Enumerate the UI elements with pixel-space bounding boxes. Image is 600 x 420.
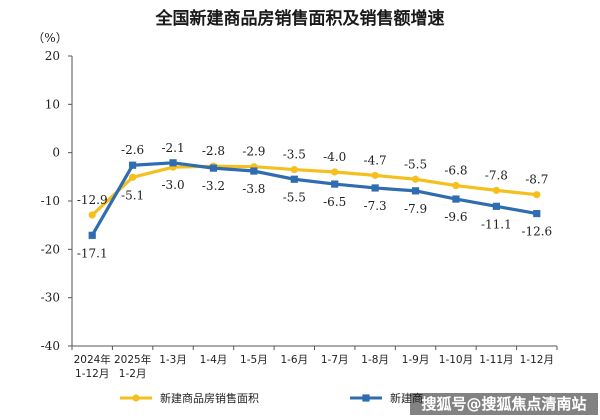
series-2-data-label: -3.8 (242, 182, 265, 196)
x-tick-label-line: 1-12月 (520, 354, 554, 366)
x-tick-label: 1-9月 (402, 354, 430, 366)
x-tick-label-line: 1-2月 (119, 368, 147, 380)
series-2-point (250, 167, 258, 175)
watermark-background (410, 393, 598, 415)
watermark-text: 搜狐号@搜狐焦点清南站 (421, 395, 586, 413)
x-tick-label-line: 1-5月 (240, 354, 268, 366)
series-1-data-label: -4.0 (323, 150, 346, 164)
x-tick-label: 1-7月 (321, 354, 349, 366)
x-tick-label-line: 1-10月 (439, 354, 473, 366)
axes: 20 10 0 -10 -20 -30 -40 2024年 1-12月 2025年 1-2月 1-3月… (41, 49, 558, 380)
x-tick-label-line: 1-3月 (159, 354, 187, 366)
x-tick-label-line: 1-6月 (280, 354, 308, 366)
x-tick-label: 1-5月 (240, 354, 268, 366)
series-1-data-label: -3.5 (283, 148, 306, 162)
series-2-data-label: -2.1 (161, 141, 184, 155)
y-axis-unit: （%） (32, 31, 67, 45)
series-1-point (88, 211, 96, 219)
series-2-point (371, 184, 379, 192)
x-tick-label: 2025年 1-2月 (114, 353, 151, 380)
x-tick-label-line: 1-9月 (402, 354, 430, 366)
series-1-point (533, 191, 541, 199)
y-tick-label: -20 (41, 242, 60, 256)
legend-swatch-marker (132, 394, 140, 402)
series-2-data-label: -7.9 (404, 202, 427, 216)
series-2-point (290, 175, 298, 183)
series-2-data-label: -11.1 (481, 217, 512, 231)
x-tick-label: 1-4月 (200, 354, 228, 366)
series-2-data-label: -17.1 (77, 246, 108, 260)
series-2-data-label: -9.6 (444, 210, 467, 224)
x-tick-label-line: 1-12月 (75, 368, 109, 380)
series-2-point (452, 195, 460, 203)
series-2-point (209, 164, 218, 172)
chart-title: 全国新建商品房销售面积及销售额增速 (155, 8, 445, 29)
series-1-point (290, 165, 298, 174)
series-2-point (88, 231, 96, 239)
x-tick-label-line: 1-8月 (361, 354, 389, 366)
series-2-point (169, 159, 177, 167)
y-tick-label: 20 (45, 49, 60, 63)
series-1-data-label: -5.5 (404, 157, 427, 171)
data-labels: -12.9 -17.1 -5.1 -2.6 -3.0 -2.1 -2.8 -3.2 -2.9 -3… (77, 141, 552, 261)
x-tick-label-line: 1-4月 (200, 354, 228, 366)
x-tick-label: 1-10月 (439, 354, 473, 366)
series-2-point (411, 187, 420, 195)
series-1-data-label: -6.8 (444, 164, 467, 178)
series-1-data-label: -4.7 (364, 153, 387, 167)
series-1-data-label: -8.7 (525, 173, 548, 187)
y-tick-label: -30 (41, 291, 60, 305)
series-1-point (492, 186, 500, 194)
legend-swatch-marker (362, 394, 370, 402)
x-tick-label-line: 2024年 (74, 353, 111, 366)
y-tick-label: 0 (52, 146, 60, 160)
watermark: 搜狐号@搜狐焦点清南站 (410, 393, 598, 415)
series-1-data-label: -12.9 (77, 193, 108, 207)
series-2-data-label: -12.6 (521, 225, 552, 239)
x-tick-label-line: 1-11月 (479, 354, 513, 366)
series-2-point (129, 161, 137, 169)
series-1-data-label: -7.8 (485, 168, 508, 182)
series-2-point (533, 209, 541, 218)
x-tick-label-line: 2025年 (114, 353, 151, 366)
series-2-data-label: -6.5 (323, 195, 346, 209)
x-tick-label: 1-3月 (159, 354, 187, 366)
series-1-point (371, 171, 379, 179)
series-2-data-label: -5.5 (283, 190, 306, 204)
x-tick-label-line: 1-7月 (321, 354, 349, 366)
x-tick-label: 1-8月 (361, 354, 389, 366)
series-2-point (492, 202, 500, 210)
series-1-data-label: -2.9 (242, 145, 265, 159)
legend-label: 新建商品房销售面积 (160, 391, 259, 405)
series-1-data-label: -3.0 (161, 178, 184, 192)
series-2-data-label: -3.2 (202, 179, 225, 193)
series-1-data-label: -2.8 (202, 144, 225, 158)
x-tick-label: 1-6月 (280, 354, 308, 366)
series-1-point (452, 181, 460, 190)
y-tick-label: -40 (41, 339, 60, 353)
legend: 新建商品房销售面积 新建商 (120, 391, 423, 405)
x-tick-label: 1-11月 (479, 354, 513, 366)
series-1-point (331, 168, 339, 176)
series-line-1 (91, 164, 537, 217)
series-marks (88, 159, 541, 239)
y-tick-label: -10 (41, 194, 60, 208)
series-1-point (411, 175, 420, 183)
x-tick-label: 1-12月 (520, 354, 554, 366)
series-2-data-label: -7.3 (364, 199, 387, 213)
series-2-point (331, 180, 339, 188)
series-1-point (129, 173, 137, 181)
series-2-data-label: -2.6 (121, 143, 144, 157)
series-line-2 (90, 161, 538, 237)
series-1-data-label: -5.1 (121, 188, 144, 202)
y-tick-label: 10 (45, 97, 60, 111)
x-tick-label: 2024年 1-12月 (74, 353, 111, 380)
